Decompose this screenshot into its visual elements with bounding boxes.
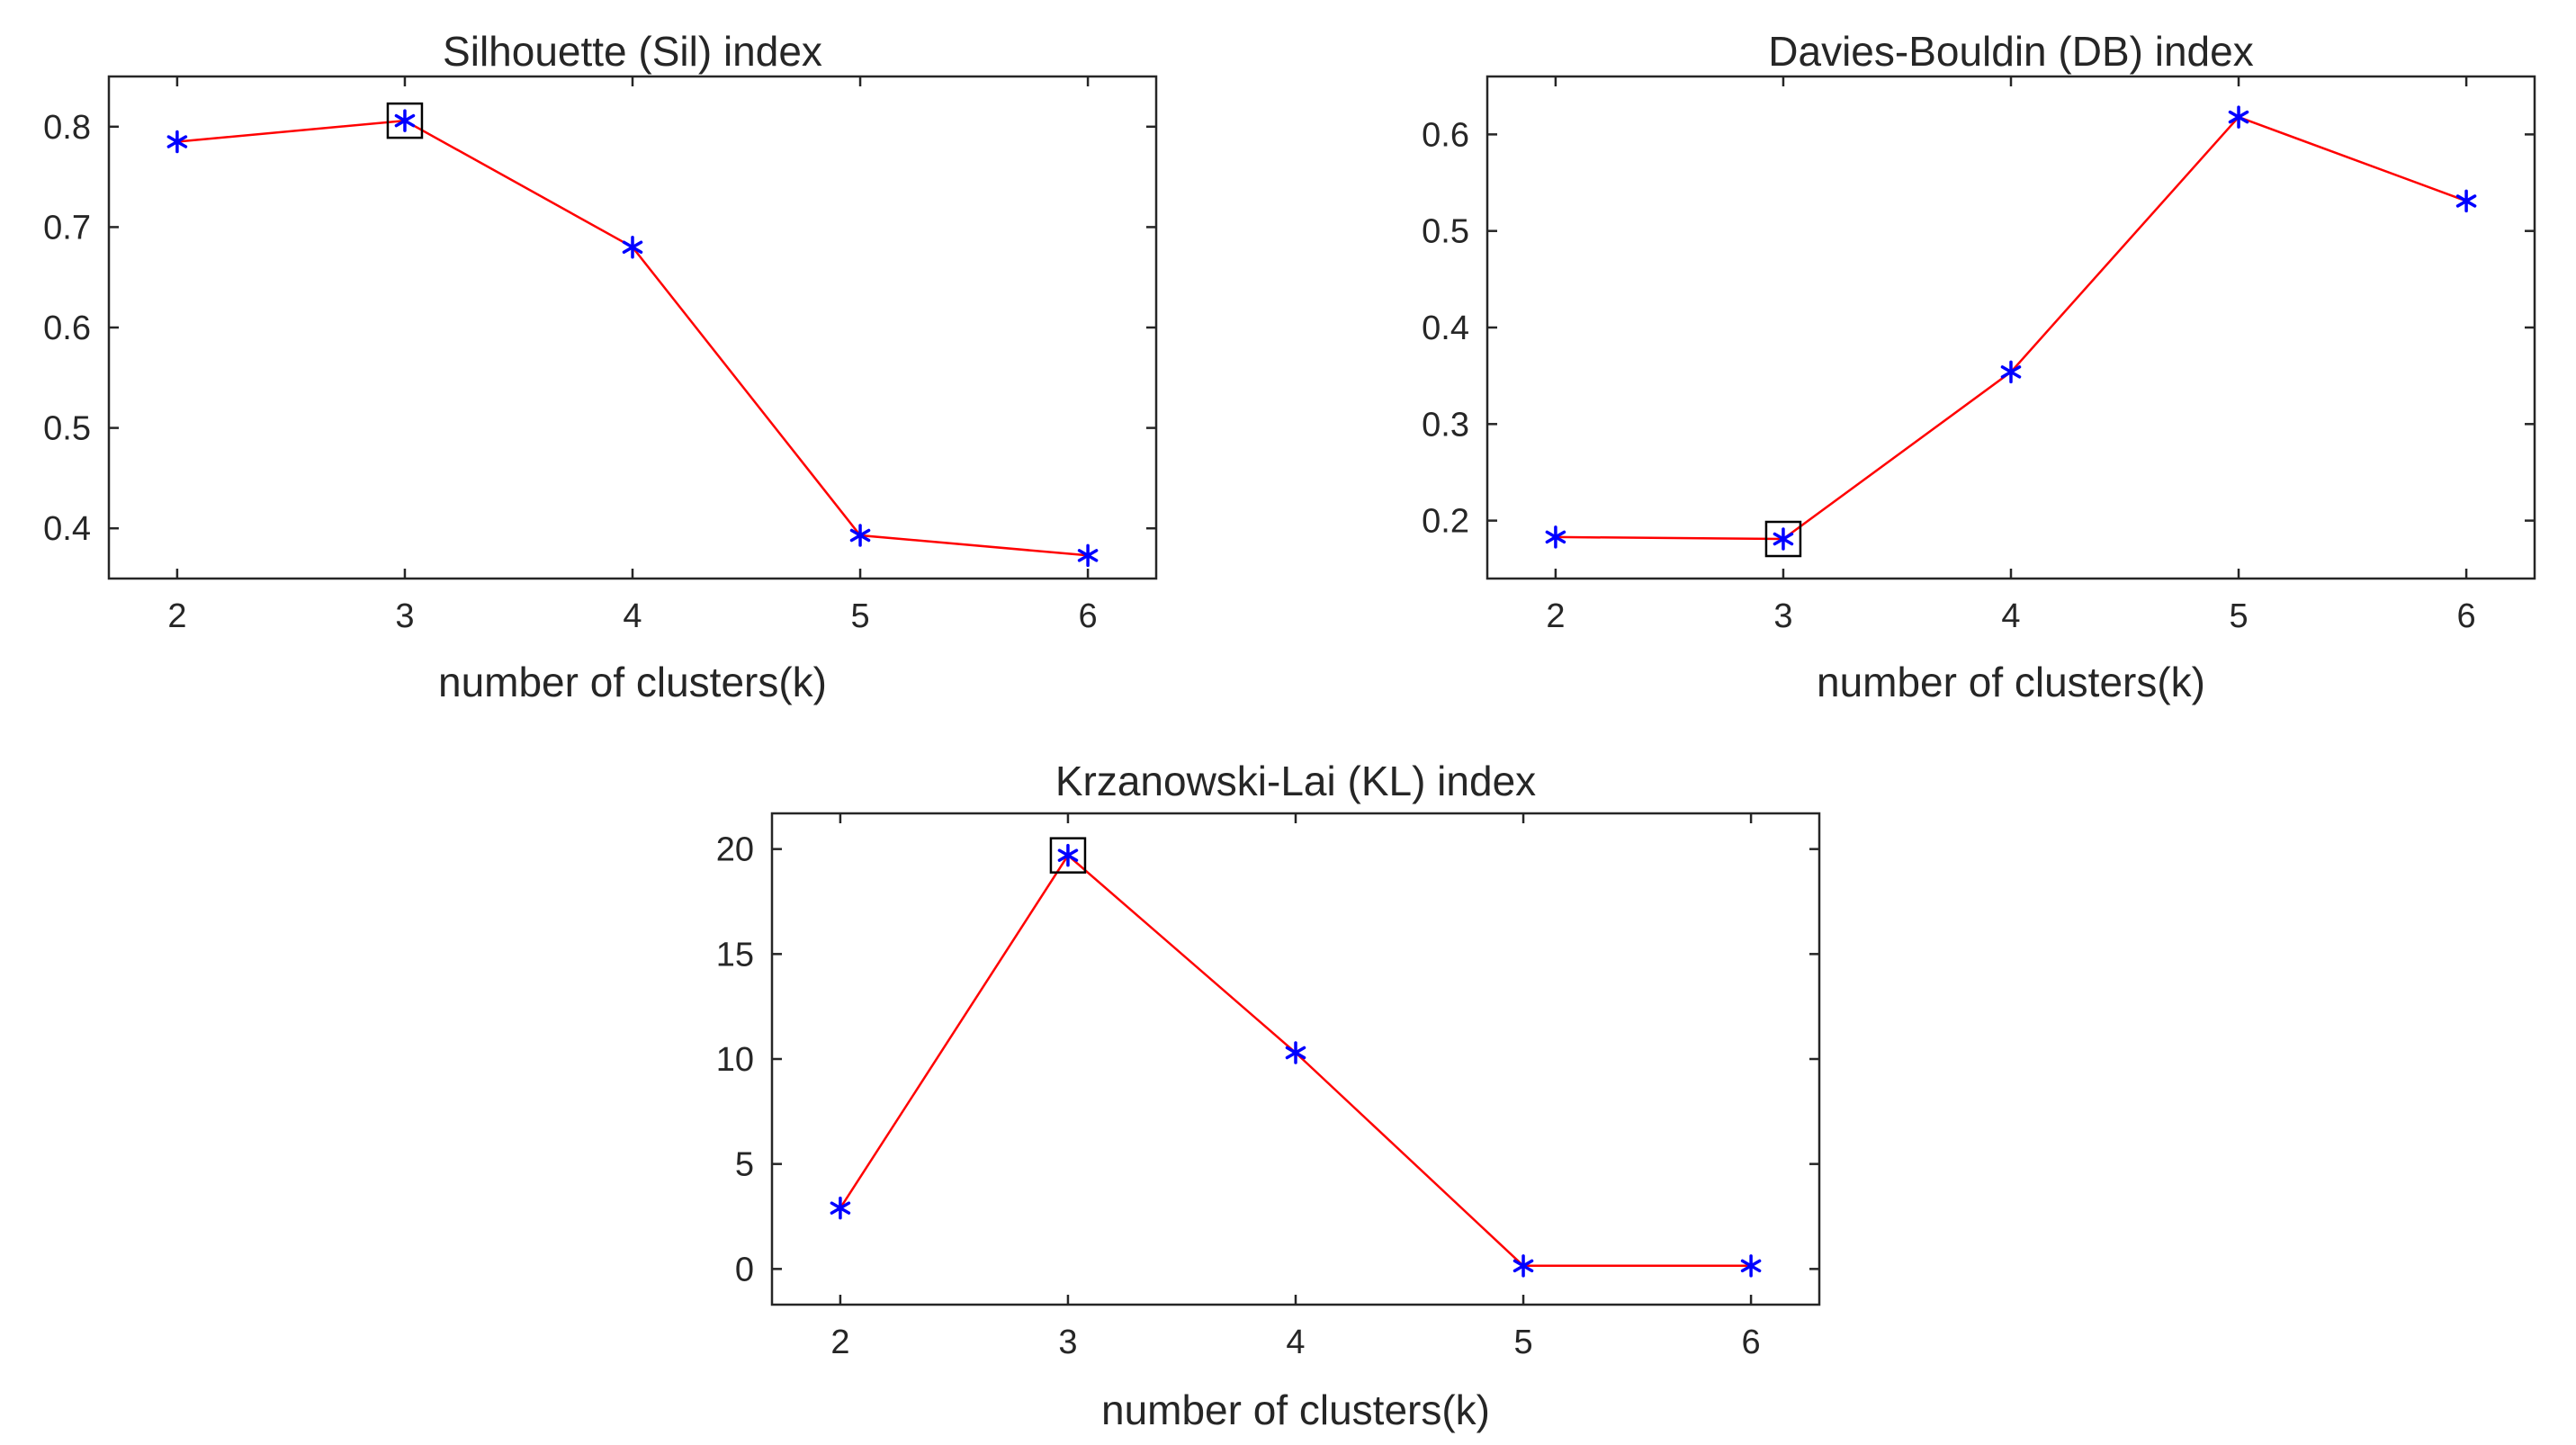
y-tick-label: 0.7: [43, 209, 91, 247]
data-point: [1545, 525, 1566, 549]
x-axis-label: number of clusters(k): [1817, 659, 2205, 705]
data-point: [2228, 105, 2249, 129]
x-tick-label: 4: [1286, 1324, 1305, 1361]
data-point: [830, 1196, 851, 1220]
x-tick-label: 6: [1742, 1324, 1761, 1361]
data-point: [1057, 843, 1079, 867]
optimal-k-marker: [1049, 837, 1087, 874]
data-point: [1740, 1254, 1762, 1278]
data-point: [394, 109, 416, 132]
y-tick-label: 15: [716, 936, 754, 974]
y-tick-label: 0.6: [1422, 116, 1469, 154]
y-tick-label: 10: [716, 1041, 754, 1079]
x-tick-label: 6: [2457, 597, 2476, 635]
data-point: [849, 524, 871, 547]
x-tick-label: 3: [395, 597, 414, 635]
x-tick-label: 2: [167, 597, 186, 635]
y-tick-label: 0.6: [43, 310, 91, 347]
x-tick-label: 5: [1513, 1324, 1532, 1361]
data-point: [1285, 1041, 1306, 1064]
chart-title: Krzanowski-Lai (KL) index: [1055, 758, 1536, 804]
data-point: [166, 130, 188, 154]
x-tick-label: 5: [2229, 597, 2248, 635]
data-point: [1773, 527, 1794, 551]
chart-title: Silhouette (Sil) index: [443, 28, 822, 75]
y-tick-label: 0: [735, 1251, 754, 1288]
data-point: [1077, 543, 1099, 568]
x-axis-label: number of clusters(k): [438, 659, 827, 705]
chart-title: Davies-Bouldin (DB) index: [1768, 28, 2253, 75]
y-tick-label: 5: [735, 1146, 754, 1184]
data-point: [2455, 189, 2477, 213]
x-tick-label: 3: [1773, 597, 1792, 635]
y-tick-label: 0.3: [1422, 406, 1469, 444]
data-point: [2000, 360, 2022, 384]
y-tick-label: 0.5: [1422, 213, 1469, 251]
y-tick-label: 0.4: [43, 510, 91, 548]
x-tick-label: 3: [1058, 1324, 1077, 1361]
optimal-k-marker: [386, 102, 424, 139]
data-point: [622, 235, 643, 259]
subplot-silhouette: Silhouette (Sil) index number of cluster…: [43, 28, 1158, 705]
x-tick-label: 5: [850, 597, 869, 635]
x-axis-label: number of clusters(k): [1101, 1387, 1490, 1433]
data-point: [1512, 1254, 1534, 1278]
y-tick-label: 0.4: [1422, 310, 1469, 347]
x-tick-label: 4: [2001, 597, 2020, 635]
x-tick-label: 4: [623, 597, 642, 635]
x-tick-label: 6: [1079, 597, 1098, 635]
optimal-k-marker: [1764, 520, 1802, 558]
subplot-davies-bouldin: Davies-Bouldin (DB) index number of clus…: [1422, 28, 2536, 705]
y-tick-label: 0.8: [43, 109, 91, 147]
x-tick-label: 2: [1546, 597, 1565, 635]
x-tick-label: 2: [830, 1324, 849, 1361]
y-tick-label: 0.2: [1422, 503, 1469, 541]
subplot-krzanowski-lai: Krzanowski-Lai (KL) index number of clus…: [716, 758, 1821, 1433]
y-tick-label: 0.5: [43, 410, 91, 448]
y-tick-label: 20: [716, 831, 754, 869]
